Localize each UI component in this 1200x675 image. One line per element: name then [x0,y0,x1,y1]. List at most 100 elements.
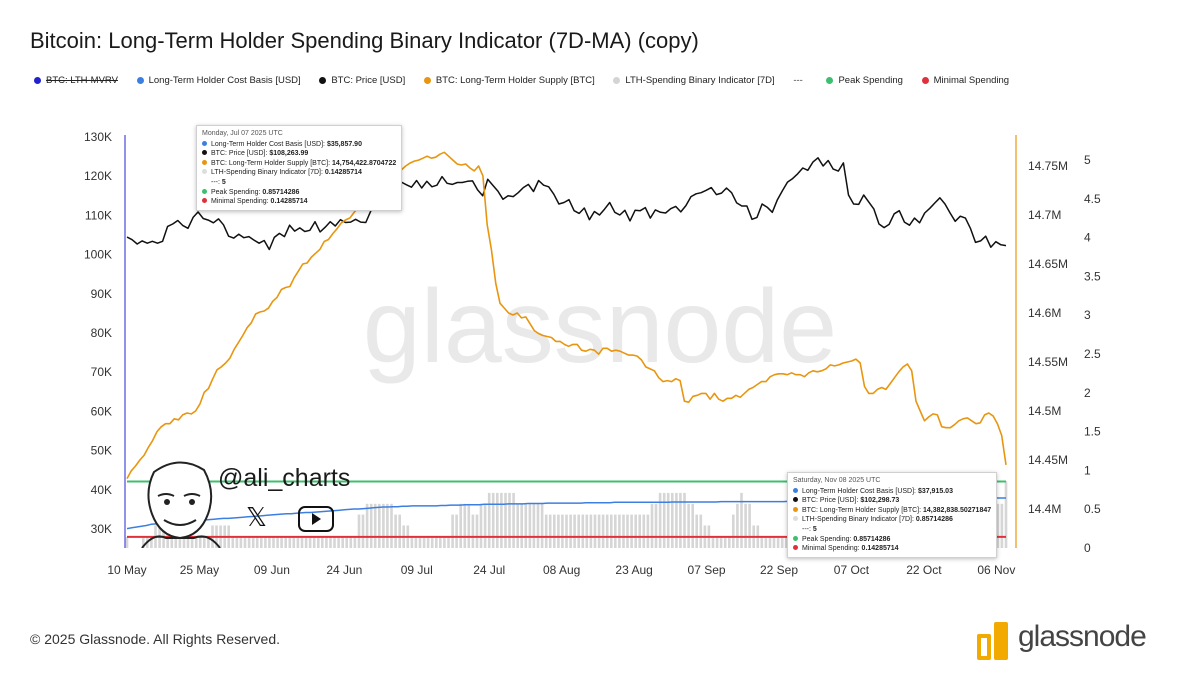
dot-icon [202,140,207,146]
indicator-bar [235,537,239,548]
indicator-bar [280,537,283,548]
x-tick-label: 25 May [180,563,219,577]
x-logo-icon[interactable]: 𝕏 [246,502,267,532]
tooltip-row: Peak Spending: 0.85714286 [202,188,396,198]
indicator-bar [483,503,487,548]
indicator-bar [524,503,528,548]
y-mid-tick-label: 14.45M [1028,453,1068,467]
indicator-bar [654,503,658,548]
handle-label: @ali_charts [218,464,351,492]
indicator-bar [125,537,129,548]
legend-item-binary-indicator[interactable]: LTH-Spending Binary Indicator [7D] [613,75,775,86]
indicator-bar [544,514,548,548]
indicator-bar [996,503,1000,548]
tooltip-label: Minimal Spending: [802,545,860,553]
x-tick-label: 08 Aug [543,563,580,577]
indicator-bar [687,503,690,548]
indicator-bar [463,503,467,548]
y-left-tick-label: 30K [91,522,112,536]
legend-item-lth-mvrv[interactable]: BTC: LTH-MVRV [34,75,118,86]
indicator-bar [776,537,780,548]
dot-icon [793,516,798,522]
y-left-tick-label: 90K [91,287,112,301]
indicator-bar [601,514,605,548]
y-mid-tick-label: 14.6M [1028,306,1061,320]
indicator-bar [605,514,609,548]
indicator-bar [264,537,267,548]
indicator-bar [288,537,292,548]
y-left-tick-label: 40K [91,483,112,497]
dot-icon [202,178,207,184]
dot-icon [202,150,207,156]
tooltip-value: 0.14285714 [324,169,362,177]
legend-item-dash[interactable]: --- [793,75,808,86]
tooltip-row: BTC: Long-Term Holder Supply [BTC]: 14,3… [793,506,991,516]
y-left-tick-label: 120K [84,169,112,183]
tooltip-value: 0.85714286 [915,516,953,524]
indicator-bar [329,537,332,548]
indicator-bar [284,537,287,548]
dot-icon [793,506,798,512]
indicator-bar [443,537,446,548]
legend-item-cost-basis[interactable]: Long-Term Holder Cost Basis [USD] [136,75,301,86]
indicator-bar [626,514,629,548]
indicator-bar [422,537,426,548]
tooltip-row: BTC: Long-Term Holder Supply [BTC]: 14,7… [202,159,396,169]
legend: BTC: LTH-MVRV Long-Term Holder Cost Basi… [34,75,1025,86]
legend-label: BTC: Long-Term Holder Supply [BTC] [435,75,595,86]
legend-dot [34,77,41,84]
legend-item-lth-supply[interactable]: BTC: Long-Term Holder Supply [BTC] [423,75,595,86]
indicator-bar [634,514,637,548]
legend-item-price[interactable]: BTC: Price [USD] [319,75,405,86]
indicator-bar [500,492,503,548]
y-right-tick-label: 4 [1084,231,1091,245]
indicator-bar [512,492,515,548]
dot-icon [202,188,207,194]
indicator-bar [194,537,198,548]
indicator-bar [1004,481,1008,548]
indicator-bar [373,503,377,548]
indicator-bar [321,537,324,548]
indicator-bar [650,503,654,548]
indicator-bar [723,537,727,548]
indicator-bar [300,537,304,548]
youtube-icon[interactable] [298,506,334,532]
indicator-bar [304,537,308,548]
dot-icon [793,545,798,551]
legend-dot [136,77,144,84]
tooltip-row: Minimal Spending: 0.14285714 [202,197,396,207]
indicator-bar [540,503,544,548]
indicator-bar [638,514,641,548]
indicator-bar [516,503,519,548]
tooltip-label: ---: [211,178,220,186]
indicator-bar [728,537,731,548]
indicator-bar [666,492,670,548]
indicator-bar [679,492,682,548]
y-mid-tick-label: 14.55M [1028,355,1068,369]
indicator-bar [369,503,373,548]
indicator-bar [260,537,263,548]
tooltip-left: Monday, Jul 07 2025 UTC Long-Term Holder… [196,125,403,211]
indicator-bar [691,503,694,548]
y-left-tick-label: 110K [85,208,112,222]
indicator-bar [475,514,479,548]
indicator-bar [548,514,552,548]
indicator-bar [585,514,589,548]
indicator-bar [593,514,597,548]
indicator-bar [394,514,397,548]
y-mid-tick-label: 14.5M [1028,404,1061,418]
x-tick-label: 24 Jun [326,563,362,577]
tooltip-label: ---: [802,525,811,533]
indicator-bar [317,537,320,548]
tooltip-row: Peak Spending: 0.85714286 [793,535,991,545]
indicator-bar [711,537,715,548]
indicator-bar [390,503,393,548]
legend-item-peak-spending[interactable]: Peak Spending [826,75,903,86]
legend-item-minimal-spending[interactable]: Minimal Spending [921,75,1010,86]
legend-label: Minimal Spending [933,75,1010,86]
indicator-bar [561,514,564,548]
y-left-tick-label: 100K [84,248,112,262]
tooltip-row: LTH-Spending Binary Indicator [7D]: 0.14… [202,168,396,178]
indicator-bar [569,514,572,548]
indicator-bar [447,537,450,548]
